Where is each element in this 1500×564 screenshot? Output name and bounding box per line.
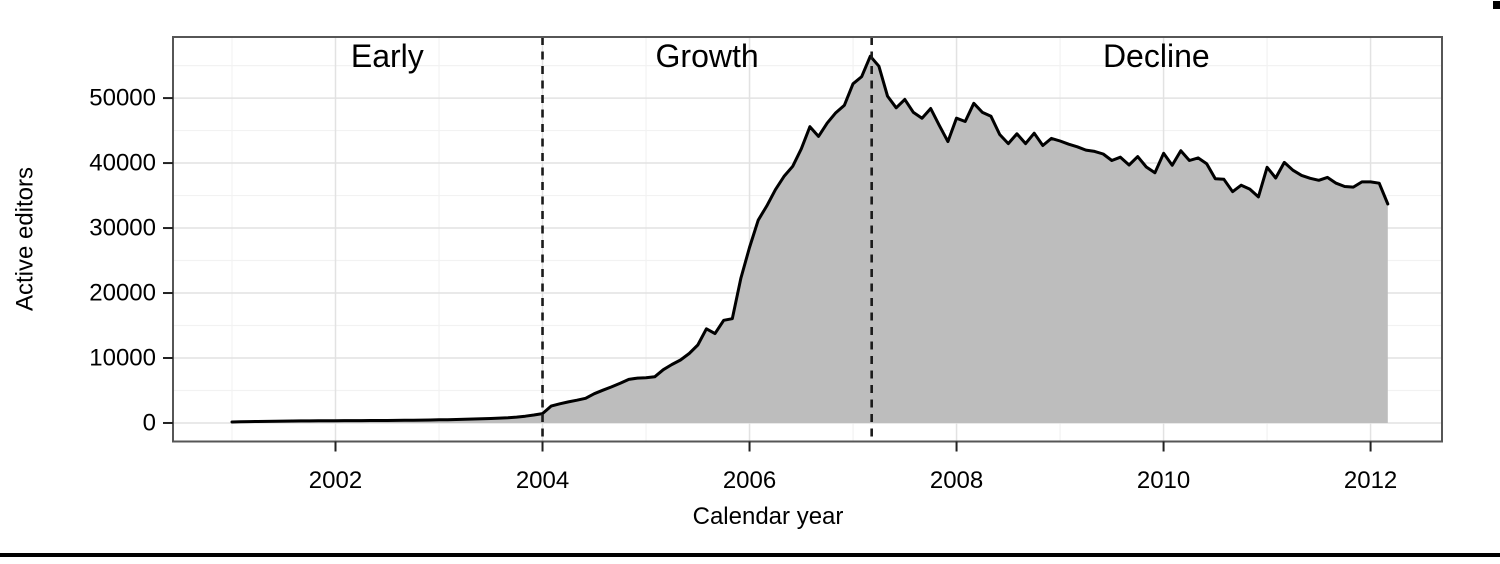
- area-fill: [232, 56, 1388, 423]
- y-tick-label: 20000: [89, 280, 156, 307]
- y-axis-title: Active editors: [12, 167, 39, 311]
- x-tick-label: 2008: [930, 467, 983, 494]
- x-tick-label: 2002: [309, 467, 362, 494]
- phase-label-growth: Growth: [656, 38, 759, 74]
- x-tick-label: 2006: [723, 467, 776, 494]
- x-tick-label: 2010: [1137, 467, 1190, 494]
- x-tick-label: 2012: [1344, 467, 1397, 494]
- y-tick-label: 50000: [89, 85, 156, 112]
- top-right-corner-mark: [1493, 1, 1500, 9]
- panel-border: [172, 36, 1443, 443]
- x-tick-label: 2004: [516, 467, 569, 494]
- y-tick-label: 40000: [89, 150, 156, 177]
- x-axis-title: Calendar year: [693, 503, 844, 530]
- bottom-page-rule: [0, 553, 1500, 557]
- phase-boundary-dashed-lines: [541, 37, 873, 442]
- y-tick-label: 0: [143, 409, 156, 436]
- phase-label-decline: Decline: [1103, 38, 1210, 74]
- data-line: [230, 54, 1390, 424]
- y-tick-label: 10000: [89, 345, 156, 372]
- axis-tick-marks: [163, 97, 1372, 452]
- y-axis-tick-labels: 0 10000 20000 30000 40000 50000: [89, 85, 156, 437]
- x-axis-tick-labels: 2002 2004 2006 2008 2010 2012: [309, 467, 1397, 494]
- series-active-editors: [230, 54, 1390, 424]
- phase-label-early: Early: [351, 38, 424, 74]
- y-tick-label: 30000: [89, 215, 156, 242]
